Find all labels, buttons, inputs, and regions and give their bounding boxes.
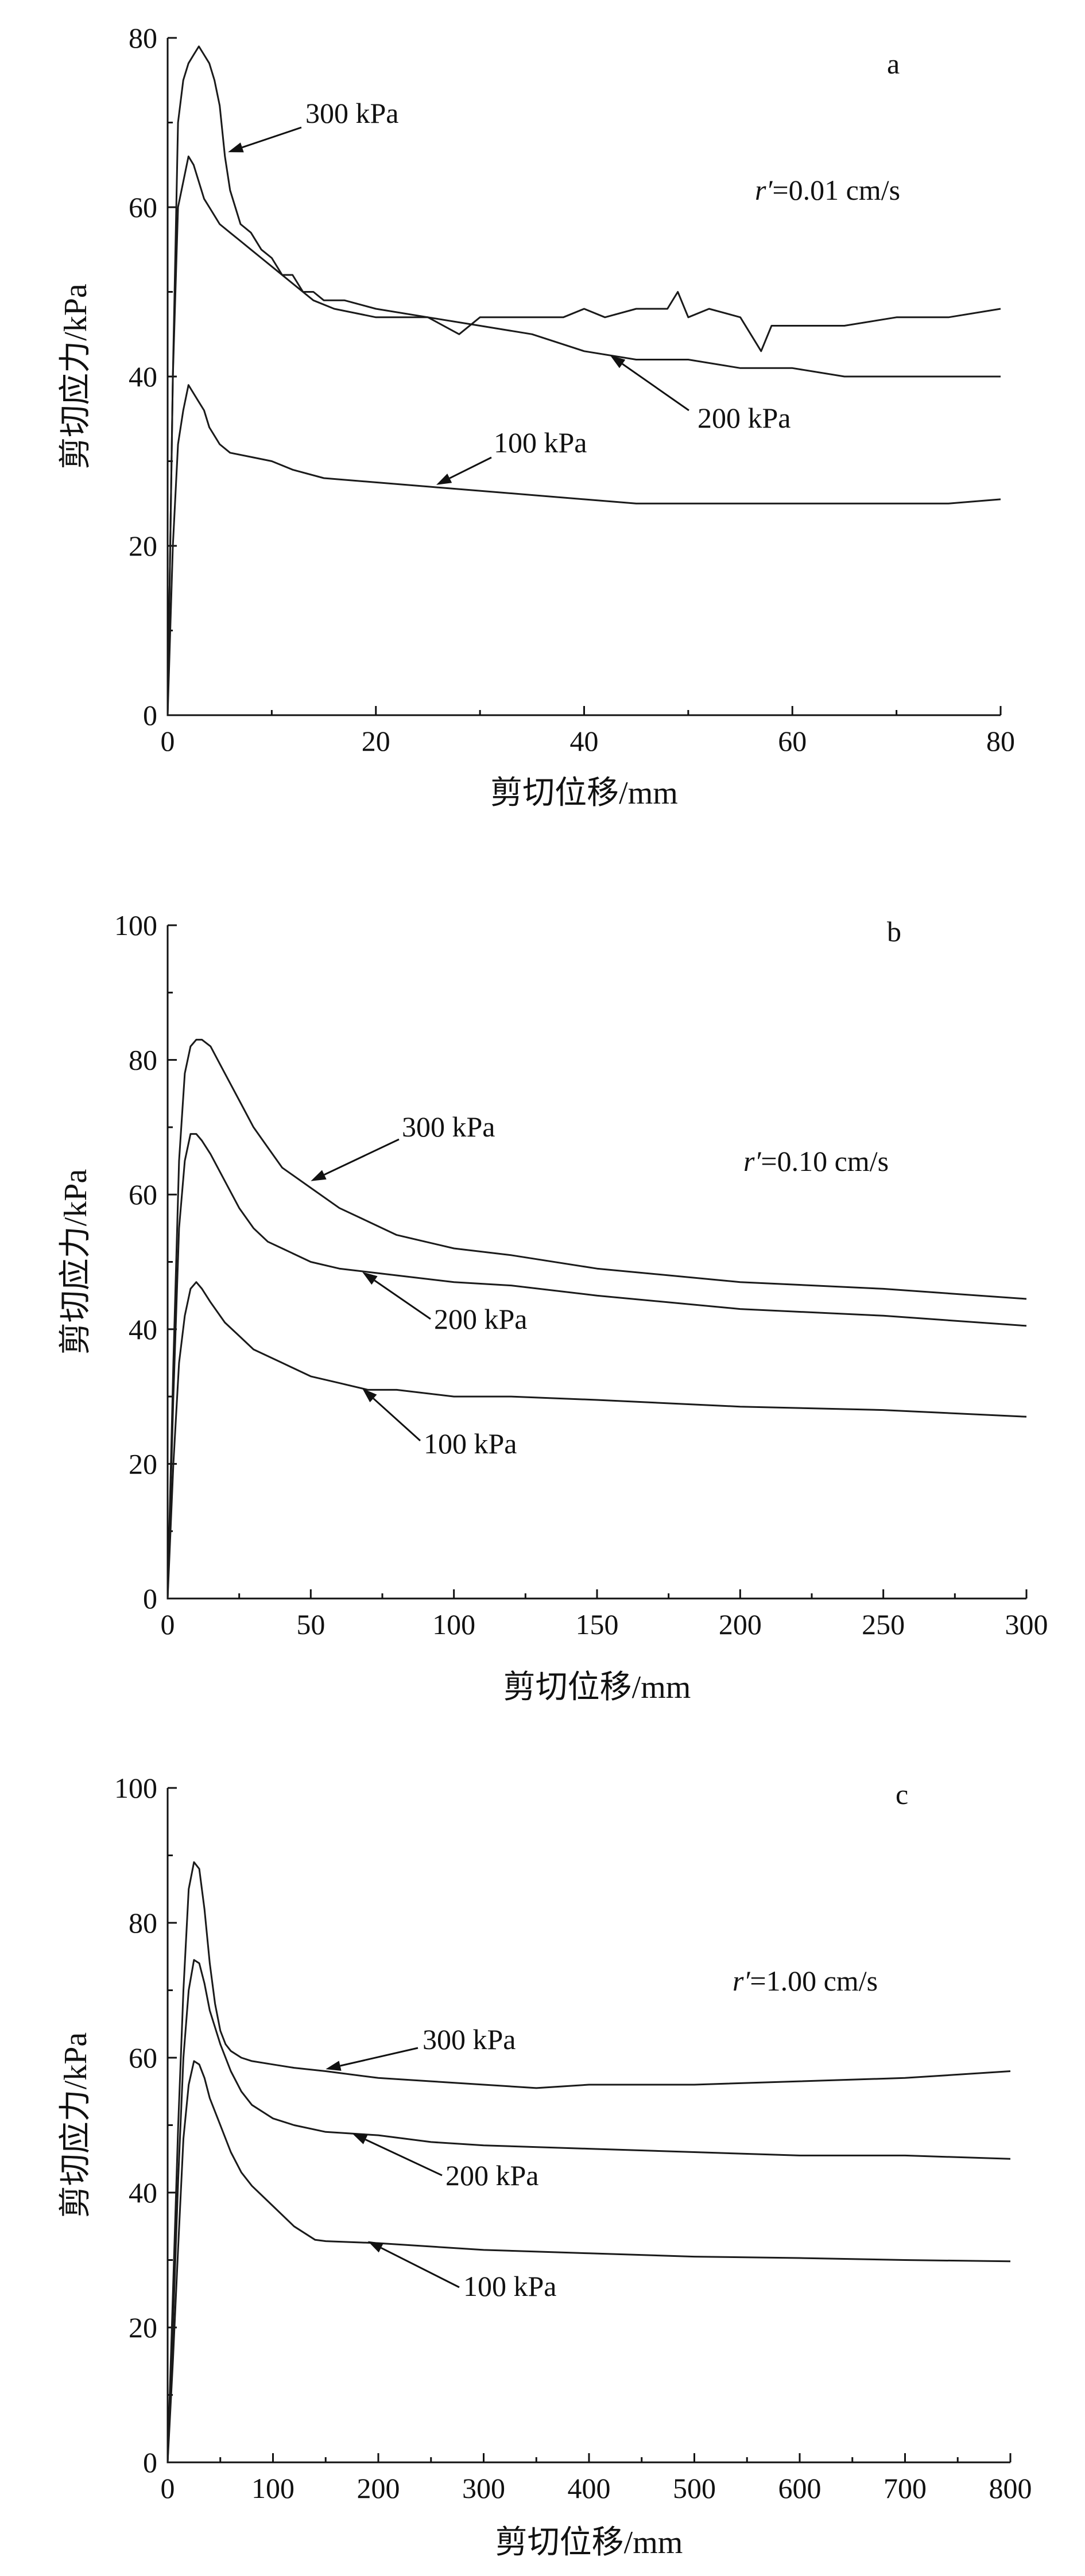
arrow-head	[362, 1272, 378, 1285]
series-line-100-kpa	[166, 2060, 1011, 2463]
y-tick-label: 20	[129, 2311, 157, 2344]
rate-symbol: r′	[743, 1145, 761, 1177]
x-tick-label: 50	[296, 1608, 325, 1640]
x-tick-label: 100	[251, 2472, 294, 2504]
series-label: 100 kPa	[494, 426, 587, 459]
y-tick-label: 80	[129, 1907, 157, 1939]
x-tick-label: 500	[673, 2472, 716, 2504]
y-tick-label: 60	[129, 2042, 157, 2074]
arrow-head	[367, 2241, 383, 2253]
rate-value: =0.01 cm/s	[772, 174, 900, 206]
rate-label: r′=1.00 cm/s	[733, 1965, 878, 1997]
y-tick-label: 100	[114, 1772, 157, 1804]
x-axis-title: 剪切位移/mm	[495, 2525, 683, 2561]
series-label: 100 kPa	[424, 1427, 517, 1460]
arrow-head	[352, 2133, 368, 2144]
rate-symbol: r′	[755, 174, 773, 206]
x-tick-label: 400	[568, 2472, 611, 2504]
x-tick-label: 250	[862, 1608, 905, 1640]
x-tick-label: 20	[362, 725, 390, 757]
label-arrow	[374, 1279, 431, 1320]
series-line-100-kpa	[166, 384, 1001, 716]
y-tick-label: 40	[129, 1313, 157, 1345]
y-axis-title: 剪切应力/kPa	[58, 284, 94, 470]
series-line-300-kpa	[166, 1038, 1027, 1599]
y-tick-label: 80	[129, 22, 157, 54]
y-tick-label: 40	[129, 360, 157, 393]
y-tick-label: 20	[129, 530, 157, 562]
y-tick-label: 0	[143, 1582, 157, 1615]
y-tick-label: 100	[114, 909, 157, 941]
y-tick-label: 60	[129, 191, 157, 223]
arrow-head	[326, 2061, 342, 2071]
x-tick-label: 100	[432, 1608, 475, 1640]
x-tick-label: 300	[1005, 1608, 1048, 1640]
arrow-head	[311, 1170, 327, 1181]
y-tick-label: 60	[129, 1178, 157, 1211]
arrow-head	[436, 474, 452, 485]
series-line-200-kpa	[166, 1133, 1027, 1599]
label-arrow	[373, 1398, 421, 1442]
series-label: 200 kPa	[445, 2159, 539, 2191]
x-tick-label: 300	[462, 2472, 505, 2504]
rate-label: r′=0.01 cm/s	[755, 174, 900, 206]
y-tick-label: 80	[129, 1044, 157, 1076]
series-line-200-kpa	[166, 1959, 1011, 2463]
panel-letter: c	[896, 1778, 908, 1810]
y-tick-label: 20	[129, 1448, 157, 1480]
axis-frame	[166, 925, 1026, 1600]
rate-label: r′=0.10 cm/s	[743, 1145, 889, 1177]
label-arrow	[449, 456, 492, 479]
x-axis-title: 剪切位移/mm	[490, 775, 678, 811]
series-line-300-kpa	[166, 1861, 1011, 2463]
x-tick-label: 60	[778, 725, 807, 757]
label-arrow	[340, 2047, 418, 2067]
panel-letter: b	[887, 915, 901, 948]
label-arrow	[381, 2247, 460, 2288]
series-line-300-kpa	[166, 45, 1001, 716]
label-arrow	[242, 126, 302, 149]
x-tick-label: 40	[570, 725, 599, 757]
label-arrow	[365, 2139, 443, 2177]
series-label: 300 kPa	[423, 2023, 516, 2055]
x-tick-label: 150	[576, 1608, 619, 1640]
rate-symbol: r′	[733, 1965, 750, 1997]
panel-letter: a	[887, 48, 900, 80]
chart-panel-c: 0 20 40 60 80 100 0 100 200 300 400 500 600 700 800 剪切位…	[58, 1772, 1032, 2561]
x-tick-label: 0	[161, 1608, 175, 1640]
arrow-head	[610, 355, 626, 368]
x-axis-title: 剪切位移/mm	[503, 1670, 691, 1705]
rate-value: =1.00 cm/s	[750, 1965, 878, 1997]
series-label: 300 kPa	[402, 1111, 495, 1143]
arrow-head	[362, 1388, 377, 1403]
series-label: 300 kPa	[305, 97, 399, 129]
arrow-head	[228, 142, 244, 153]
x-tick-label: 80	[986, 725, 1015, 757]
y-axis-title: 剪切应力/kPa	[58, 2032, 94, 2218]
x-tick-label: 700	[884, 2472, 927, 2504]
y-tick-label: 40	[129, 2177, 157, 2209]
x-tick-label: 200	[357, 2472, 400, 2504]
series-line-200-kpa	[166, 156, 1001, 716]
label-arrow	[324, 1138, 400, 1176]
x-tick-label: 0	[161, 725, 175, 757]
y-tick-label: 0	[143, 699, 157, 731]
x-tick-label: 200	[719, 1608, 762, 1640]
y-tick-label: 0	[143, 2446, 157, 2478]
chart-panel-b: 0 20 40 60 80 100 0 50 100 150 200 250 300 剪切位移/mm 剪切应…	[58, 909, 1048, 1705]
series-label: 200 kPa	[698, 402, 791, 434]
x-tick-label: 0	[161, 2472, 175, 2504]
y-axis-title: 剪切应力/kPa	[58, 1169, 94, 1355]
x-tick-label: 800	[989, 2472, 1032, 2504]
label-arrow	[622, 363, 689, 412]
series-line-100-kpa	[166, 1281, 1027, 1599]
x-tick-label: 600	[778, 2472, 822, 2504]
rate-value: =0.10 cm/s	[761, 1145, 889, 1177]
series-label: 200 kPa	[434, 1303, 528, 1335]
series-label: 100 kPa	[463, 2270, 557, 2302]
chart-panel-a: 0 20 40 60 80 0 20 40 60 80 剪切位移/mm 剪切应力/kPa a r′=0.0…	[58, 22, 1015, 811]
